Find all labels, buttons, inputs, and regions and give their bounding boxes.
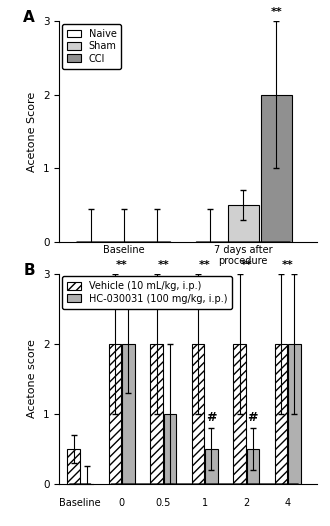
- Bar: [164, 414, 176, 484]
- Bar: [261, 95, 292, 242]
- Legend: Vehicle (10 mL/kg, i.p.), HC-030031 (100 mg/kg, i.p.): Vehicle (10 mL/kg, i.p.), HC-030031 (100…: [62, 277, 232, 309]
- Legend: Naive, Sham, CCI: Naive, Sham, CCI: [62, 24, 121, 68]
- Bar: [122, 343, 135, 484]
- Text: **: **: [199, 260, 211, 270]
- Bar: [205, 449, 218, 484]
- Text: #: #: [206, 411, 216, 424]
- Y-axis label: Acetone Score: Acetone Score: [27, 92, 38, 171]
- Text: A: A: [23, 10, 35, 25]
- Bar: [288, 343, 301, 484]
- Bar: [150, 343, 163, 484]
- Bar: [192, 343, 204, 484]
- Bar: [228, 205, 259, 242]
- Text: B: B: [23, 263, 35, 278]
- Bar: [233, 343, 246, 484]
- Y-axis label: Acetone score: Acetone score: [27, 339, 38, 418]
- Text: **: **: [157, 260, 169, 270]
- Text: **: **: [116, 260, 128, 270]
- Bar: [67, 449, 80, 484]
- Bar: [109, 343, 121, 484]
- Bar: [275, 343, 287, 484]
- Text: **: **: [271, 7, 282, 17]
- Text: **: **: [282, 260, 294, 270]
- Text: #: #: [248, 411, 258, 424]
- Bar: [247, 449, 259, 484]
- Text: **: **: [240, 260, 252, 270]
